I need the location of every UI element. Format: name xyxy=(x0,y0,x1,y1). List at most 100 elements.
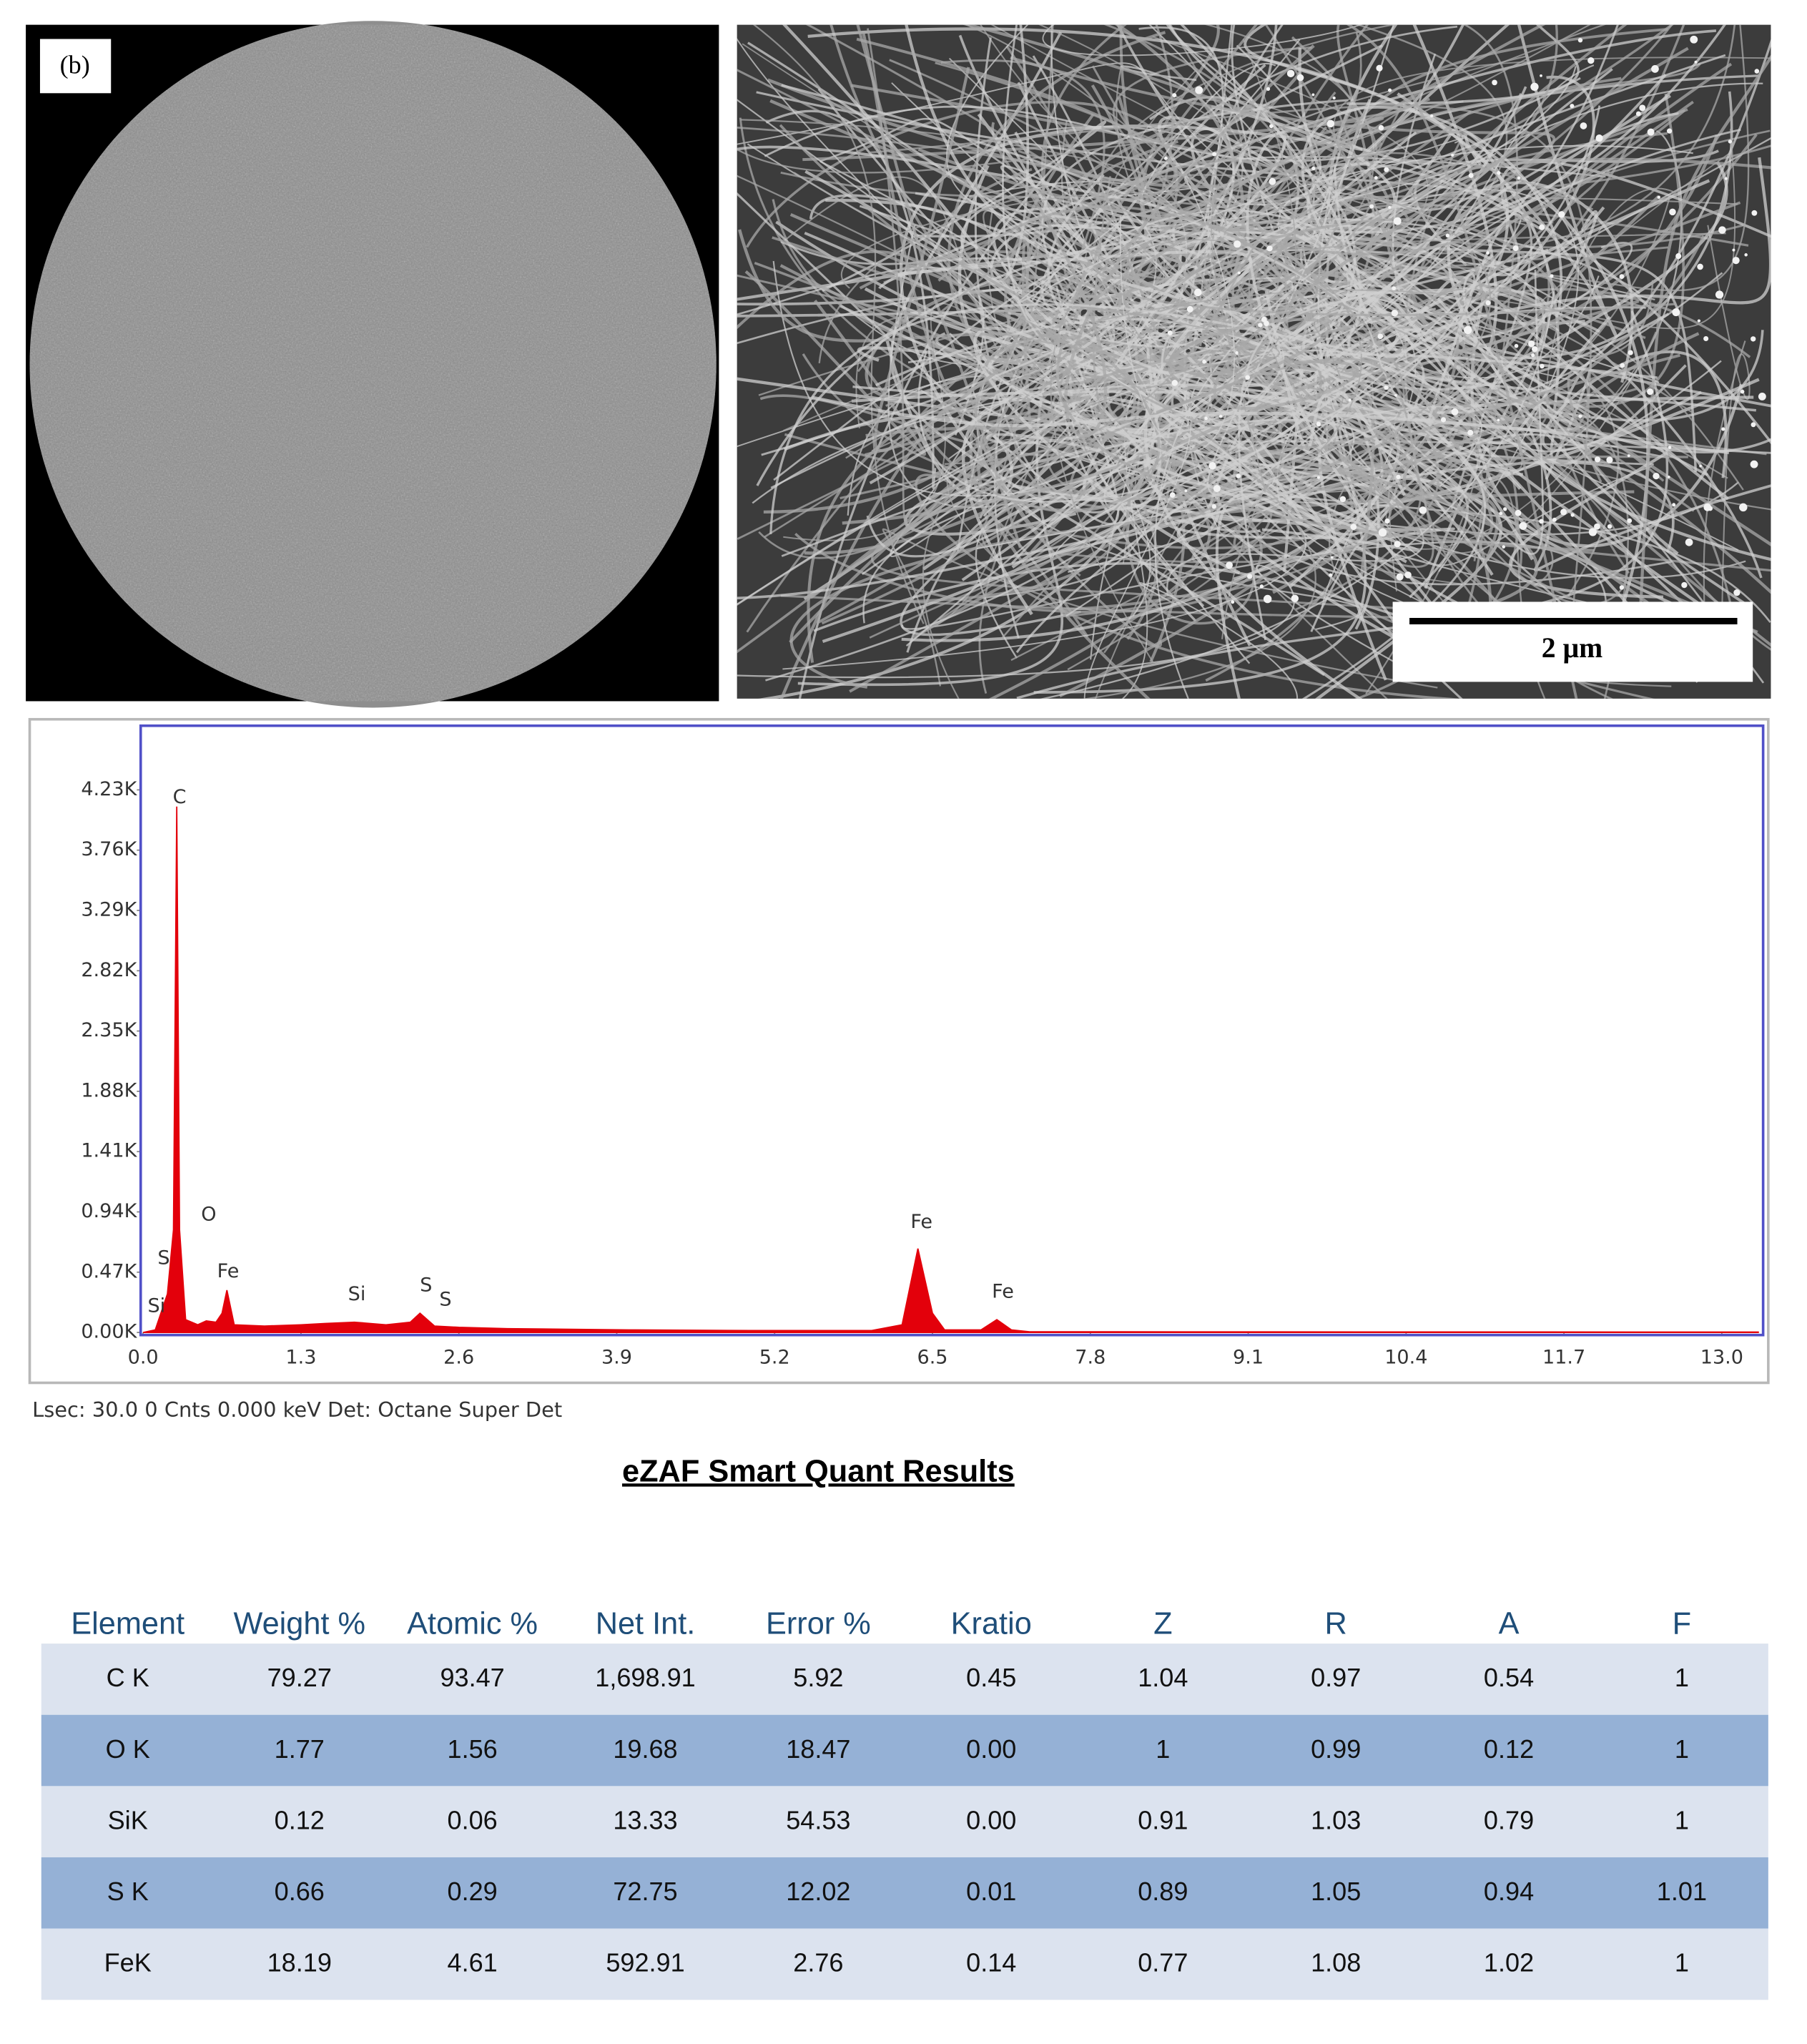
table-header: Error % xyxy=(766,1606,871,1641)
fiber xyxy=(1050,239,1362,663)
table-cell: 19.68 xyxy=(613,1734,677,1764)
fiber xyxy=(1353,364,1629,606)
particle xyxy=(1708,506,1713,511)
particle xyxy=(1330,556,1334,559)
fiber xyxy=(1637,54,1771,641)
particle xyxy=(1492,79,1497,86)
particle xyxy=(1703,335,1709,342)
particle xyxy=(1667,476,1670,478)
fiber xyxy=(938,239,1677,316)
particle xyxy=(1464,325,1472,335)
particle xyxy=(1627,518,1633,524)
particle xyxy=(1377,333,1384,340)
fiber xyxy=(1392,53,1633,340)
x-tick-label: 11.7 xyxy=(1542,1347,1585,1369)
y-tick-label: 2.35K xyxy=(81,1019,137,1041)
particle xyxy=(1651,65,1659,73)
particle xyxy=(1744,253,1748,257)
fibers xyxy=(737,24,1771,699)
y-tick-label: 1.88K xyxy=(81,1079,137,1101)
particle xyxy=(1311,93,1315,97)
particle xyxy=(1580,122,1587,129)
fiber xyxy=(818,174,1492,444)
panel-label-box xyxy=(39,39,112,94)
fiber xyxy=(1402,195,1660,566)
particle xyxy=(1263,594,1272,604)
particle xyxy=(1451,153,1454,157)
particle xyxy=(1594,523,1600,530)
table-cell: 0.66 xyxy=(275,1877,325,1906)
particle xyxy=(1213,485,1221,493)
fiber xyxy=(856,24,1022,549)
fiber xyxy=(1346,24,1578,699)
fiber xyxy=(1018,149,1405,448)
particle xyxy=(1724,177,1728,180)
y-tick-label: 0.47K xyxy=(81,1260,137,1282)
particle xyxy=(1266,245,1273,252)
fiber xyxy=(1347,86,1757,412)
particle xyxy=(1653,472,1660,480)
particle xyxy=(1560,508,1567,516)
table-cell: FeK xyxy=(104,1948,152,1977)
particle xyxy=(1587,56,1595,64)
particle xyxy=(1697,319,1701,323)
particle xyxy=(1607,524,1612,529)
fiber xyxy=(990,24,1221,282)
particle xyxy=(1718,226,1726,234)
fiber xyxy=(1156,318,1331,414)
particle xyxy=(1527,340,1535,348)
fiber xyxy=(856,37,1178,202)
fiber xyxy=(869,488,1392,639)
table-cell: 1 xyxy=(1675,1948,1689,1977)
fiber xyxy=(956,25,1458,552)
particle xyxy=(1619,274,1625,280)
particle xyxy=(1451,408,1459,416)
fiber xyxy=(1301,106,1749,607)
spectrum-footer: Lsec: 30.0 0 Cnts 0.000 keV Det: Octane … xyxy=(32,1397,562,1422)
particle xyxy=(1552,517,1557,522)
y-tick-label: 4.23K xyxy=(81,778,137,800)
particle xyxy=(1212,152,1217,157)
particle xyxy=(1245,375,1251,380)
fiber xyxy=(901,541,1607,665)
particle xyxy=(1532,345,1538,353)
particle xyxy=(1578,414,1582,418)
fiber xyxy=(764,189,1373,639)
table-title: eZAF Smart Quant Results xyxy=(622,1454,1015,1488)
table-cell: 4.61 xyxy=(448,1948,498,1977)
particle xyxy=(1195,86,1203,94)
x-tick-label: 5.2 xyxy=(759,1347,790,1369)
table-cell: 1.08 xyxy=(1311,1948,1361,1977)
particle xyxy=(1503,507,1507,511)
fiber xyxy=(1207,24,1418,496)
fiber xyxy=(1379,273,1571,423)
fiber xyxy=(873,24,1546,453)
particle xyxy=(1391,309,1399,317)
particle xyxy=(1519,522,1527,530)
fiber xyxy=(1271,56,1771,326)
table-cell: 1 xyxy=(1675,1663,1689,1692)
fiber xyxy=(738,229,1705,648)
fiber xyxy=(737,137,1221,202)
chart-frame xyxy=(28,717,1770,1385)
table-cell: 0.91 xyxy=(1138,1805,1188,1834)
fiber xyxy=(765,109,937,489)
peak-label: Si xyxy=(348,1283,366,1305)
particle xyxy=(1619,585,1625,590)
particle xyxy=(1234,240,1241,248)
particle xyxy=(1595,134,1603,142)
particle xyxy=(1384,167,1389,172)
fiber xyxy=(862,31,1191,494)
particle xyxy=(1739,503,1748,512)
particle xyxy=(1394,541,1401,548)
fiber xyxy=(845,24,1750,459)
fiber xyxy=(840,192,1227,452)
table-cell: 0.12 xyxy=(275,1805,325,1834)
fiber xyxy=(782,525,1439,670)
particle xyxy=(1208,461,1216,470)
particle xyxy=(1672,503,1676,507)
particle xyxy=(1514,343,1519,348)
particle xyxy=(1171,380,1178,386)
particle xyxy=(1339,496,1346,503)
table-row xyxy=(41,1714,1768,1787)
